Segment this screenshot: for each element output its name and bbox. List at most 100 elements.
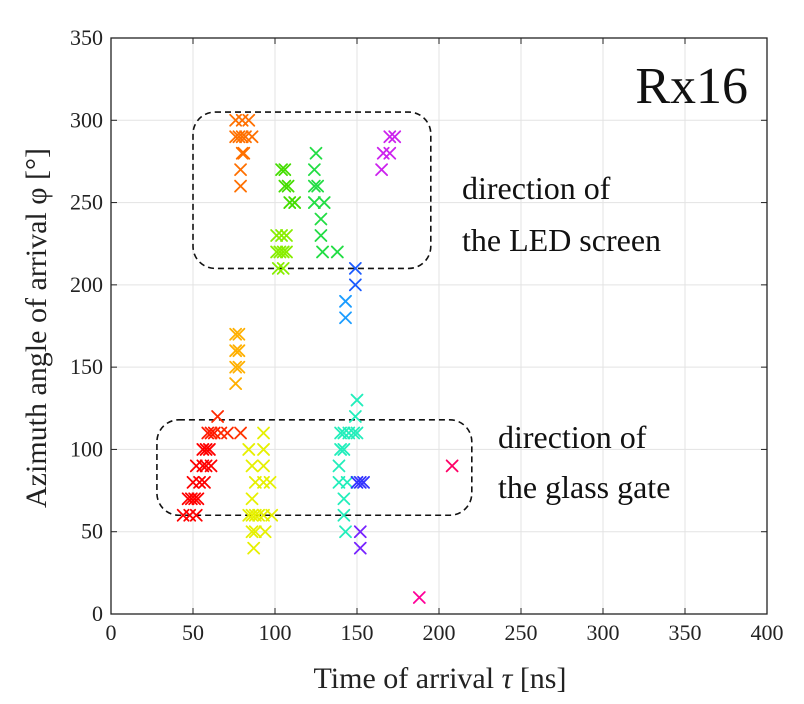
data-point bbox=[258, 525, 272, 539]
y-axis-title: Azimuth angle of arrival φ [°] bbox=[20, 148, 53, 508]
data-point bbox=[350, 426, 364, 440]
y-tick-label: 250 bbox=[70, 190, 103, 215]
data-point bbox=[339, 525, 352, 539]
data-point bbox=[245, 459, 259, 473]
data-point bbox=[263, 475, 277, 489]
glass-annotation-line1: direction of bbox=[498, 419, 647, 455]
data-point bbox=[332, 459, 346, 473]
data-point bbox=[229, 344, 243, 358]
y-tick-label: 350 bbox=[70, 25, 103, 50]
data-point bbox=[337, 508, 351, 522]
data-point bbox=[281, 179, 295, 193]
data-point bbox=[252, 508, 265, 522]
data-point bbox=[340, 475, 354, 489]
data-point bbox=[307, 179, 321, 193]
y-tick-label: 300 bbox=[70, 107, 103, 132]
data-point bbox=[235, 146, 249, 160]
data-point bbox=[275, 229, 288, 242]
data-point bbox=[276, 262, 290, 275]
data-point bbox=[383, 130, 397, 144]
x-tick-label: 300 bbox=[587, 620, 620, 645]
data-point bbox=[309, 146, 323, 160]
data-point bbox=[237, 146, 251, 160]
data-point bbox=[288, 196, 302, 209]
data-point bbox=[330, 245, 344, 259]
data-point bbox=[353, 475, 367, 489]
data-point bbox=[348, 278, 362, 292]
data-point bbox=[311, 179, 325, 193]
data-point bbox=[388, 130, 402, 144]
x-tick-label: 200 bbox=[423, 620, 456, 645]
data-point bbox=[275, 163, 288, 177]
data-point bbox=[204, 459, 218, 473]
data-point bbox=[350, 393, 364, 407]
data-point bbox=[232, 327, 246, 341]
data-point bbox=[348, 410, 362, 423]
data-point bbox=[229, 360, 243, 374]
annotation-boxes bbox=[156, 111, 473, 517]
data-point bbox=[278, 179, 292, 193]
data-point bbox=[257, 459, 270, 473]
panel-label: Rx16 bbox=[635, 58, 748, 115]
data-point bbox=[271, 262, 285, 275]
y-tick-label: 200 bbox=[70, 272, 103, 297]
data-point bbox=[276, 245, 290, 259]
data-point bbox=[204, 426, 218, 440]
data-point bbox=[211, 410, 224, 423]
data-point bbox=[314, 212, 328, 226]
data-point bbox=[339, 294, 352, 308]
data-point bbox=[199, 443, 213, 456]
data-point bbox=[348, 262, 362, 275]
data-point bbox=[245, 525, 259, 539]
data-point bbox=[283, 196, 297, 209]
y-tick-label: 50 bbox=[81, 519, 103, 544]
data-point bbox=[229, 327, 243, 341]
data-point bbox=[307, 163, 321, 177]
data-point bbox=[234, 179, 247, 193]
data-point bbox=[229, 377, 243, 390]
data-point bbox=[198, 475, 211, 489]
y-tick-label: 0 bbox=[92, 601, 103, 626]
data-point bbox=[203, 443, 216, 456]
data-point bbox=[247, 541, 261, 555]
data-point bbox=[357, 475, 370, 489]
data-point bbox=[314, 229, 328, 242]
annotation-box-led bbox=[192, 111, 432, 270]
x-axis-title: Time of arrival τ [ns] bbox=[314, 662, 567, 695]
data-point bbox=[189, 508, 203, 522]
data-point bbox=[234, 426, 247, 440]
annotation-box-glass bbox=[156, 419, 473, 517]
data-point bbox=[245, 492, 259, 506]
data-point bbox=[278, 163, 292, 177]
data-point bbox=[317, 196, 331, 209]
data-point bbox=[257, 426, 270, 440]
data-point bbox=[188, 492, 202, 506]
x-axis-unit: [ns] bbox=[520, 662, 567, 695]
data-point bbox=[270, 229, 284, 242]
x-tick-label: 250 bbox=[505, 620, 538, 645]
y-tick-label: 100 bbox=[70, 436, 103, 461]
data-point bbox=[375, 163, 388, 177]
x-tick-label: 0 bbox=[106, 620, 117, 645]
data-point bbox=[193, 475, 206, 489]
x-tick-label: 150 bbox=[341, 620, 374, 645]
data-point bbox=[347, 426, 361, 440]
glass-annotation-line2: the glass gate bbox=[498, 469, 670, 505]
led-annotation-line1: direction of bbox=[462, 170, 611, 206]
data-point bbox=[445, 459, 459, 473]
data-point bbox=[339, 311, 352, 325]
data-point bbox=[353, 525, 367, 539]
data-point bbox=[232, 360, 246, 374]
x-tick-label: 50 bbox=[182, 620, 204, 645]
data-point bbox=[353, 541, 367, 555]
data-point bbox=[316, 245, 329, 259]
data-point bbox=[199, 459, 213, 473]
data-point bbox=[191, 492, 205, 506]
data-point bbox=[412, 591, 426, 604]
data-point bbox=[248, 525, 262, 539]
data-point bbox=[221, 426, 234, 440]
data-points bbox=[176, 113, 459, 604]
x-tick-label: 100 bbox=[259, 620, 292, 645]
x-axis-label: Time of arrival bbox=[314, 662, 495, 695]
